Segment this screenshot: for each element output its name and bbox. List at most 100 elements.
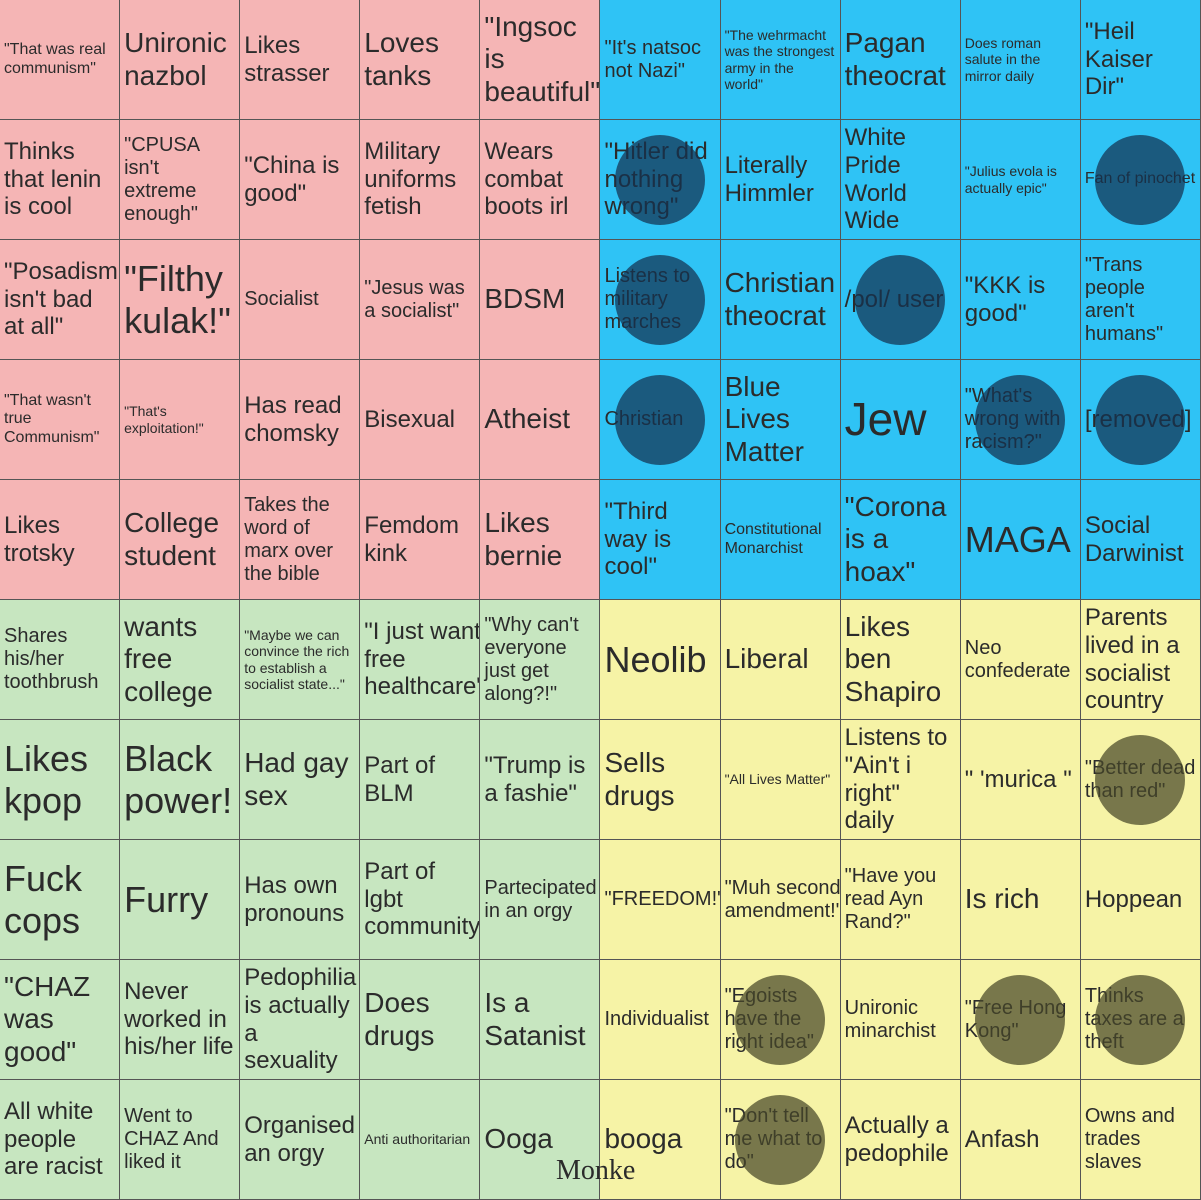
bingo-cell[interactable]: Takes the word of marx over the bible xyxy=(240,480,361,600)
bingo-cell[interactable]: "The wehrmacht was the strongest army in… xyxy=(720,0,841,120)
bingo-cell[interactable]: "What's wrong with racism?" xyxy=(960,360,1081,480)
bingo-cell[interactable]: booga xyxy=(600,1080,721,1200)
bingo-cell[interactable]: BDSM xyxy=(480,240,601,360)
bingo-cell[interactable]: "FREEDOM!" xyxy=(600,840,721,960)
bingo-cell[interactable]: Organised an orgy xyxy=(240,1080,361,1200)
bingo-cell[interactable]: Parents lived in a socialist country xyxy=(1080,600,1201,720)
bingo-cell[interactable]: Thinks that lenin is cool xyxy=(0,120,121,240)
bingo-cell[interactable]: "Why can't everyone just get along?!" xyxy=(480,600,601,720)
bingo-cell[interactable]: "That wasn't true Communism" xyxy=(0,360,121,480)
bingo-cell[interactable]: Ooga xyxy=(480,1080,601,1200)
bingo-cell[interactable]: /pol/ user xyxy=(840,240,961,360)
bingo-cell[interactable]: College student xyxy=(120,480,241,600)
bingo-cell[interactable]: All white people are racist xyxy=(0,1080,121,1200)
bingo-cell[interactable]: Neolib xyxy=(600,600,721,720)
bingo-cell[interactable]: Partecipated in an orgy xyxy=(480,840,601,960)
bingo-cell[interactable]: MAGA xyxy=(960,480,1081,600)
bingo-cell[interactable]: "Heil Kaiser Dir" xyxy=(1080,0,1201,120)
bingo-cell[interactable]: "Maybe we can convince the rich to estab… xyxy=(240,600,361,720)
bingo-cell[interactable]: Loves tanks xyxy=(360,0,481,120)
bingo-cell[interactable]: Pagan theocrat xyxy=(840,0,961,120)
bingo-cell[interactable]: Is a Satanist xyxy=(480,960,601,1080)
bingo-cell[interactable]: Liberal xyxy=(720,600,841,720)
bingo-cell[interactable]: Literally Himmler xyxy=(720,120,841,240)
bingo-cell[interactable]: "Jesus was a socialist" xyxy=(360,240,481,360)
bingo-cell[interactable]: "Muh second amendment!" xyxy=(720,840,841,960)
bingo-cell[interactable]: "Third way is cool" xyxy=(600,480,721,600)
bingo-cell[interactable]: "Ingsoc is beautiful" xyxy=(480,0,601,120)
bingo-cell[interactable]: Listens to "Ain't i right" daily xyxy=(840,720,961,840)
bingo-cell[interactable]: Christian xyxy=(600,360,721,480)
bingo-cell[interactable]: Shares his/her toothbrush xyxy=(0,600,121,720)
bingo-cell[interactable]: Is rich xyxy=(960,840,1081,960)
bingo-cell[interactable]: Likes strasser xyxy=(240,0,361,120)
bingo-cell[interactable]: Does roman salute in the mirror daily xyxy=(960,0,1081,120)
bingo-cell[interactable]: "KKK is good" xyxy=(960,240,1081,360)
bingo-cell[interactable]: Likes ben Shapiro xyxy=(840,600,961,720)
bingo-cell[interactable]: Atheist xyxy=(480,360,601,480)
bingo-cell[interactable]: "It's natsoc not Nazi" xyxy=(600,0,721,120)
bingo-cell[interactable]: Social Darwinist xyxy=(1080,480,1201,600)
bingo-cell[interactable]: Hoppean xyxy=(1080,840,1201,960)
bingo-cell[interactable]: "All Lives Matter" xyxy=(720,720,841,840)
bingo-cell[interactable]: Individualist xyxy=(600,960,721,1080)
bingo-cell[interactable]: "CPUSA isn't extreme enough" xyxy=(120,120,241,240)
bingo-cell[interactable]: Likes bernie xyxy=(480,480,601,600)
bingo-cell[interactable]: Part of lgbt community xyxy=(360,840,481,960)
bingo-cell[interactable]: Jew xyxy=(840,360,961,480)
bingo-cell[interactable]: " 'murica " xyxy=(960,720,1081,840)
bingo-cell[interactable]: Unironic minarchist xyxy=(840,960,961,1080)
bingo-cell[interactable]: Sells drugs xyxy=(600,720,721,840)
bingo-cell[interactable]: Fan of pinochet xyxy=(1080,120,1201,240)
bingo-cell[interactable]: "Filthy kulak!" xyxy=(120,240,241,360)
bingo-cell[interactable]: Anti authoritarian xyxy=(360,1080,481,1200)
bingo-cell[interactable]: Furry xyxy=(120,840,241,960)
bingo-cell[interactable]: "Egoists have the right idea" xyxy=(720,960,841,1080)
bingo-cell[interactable]: Has read chomsky xyxy=(240,360,361,480)
bingo-cell[interactable]: Anfash xyxy=(960,1080,1081,1200)
bingo-cell[interactable]: "Posadism isn't bad at all" xyxy=(0,240,121,360)
bingo-cell[interactable]: "I just want free healthcare" xyxy=(360,600,481,720)
bingo-cell[interactable]: Wears combat boots irl xyxy=(480,120,601,240)
bingo-cell[interactable]: Does drugs xyxy=(360,960,481,1080)
bingo-cell[interactable]: "Have you read Ayn Rand?" xyxy=(840,840,961,960)
bingo-cell[interactable]: Pedophilia is actually a sexuality xyxy=(240,960,361,1080)
bingo-cell[interactable]: "CHAZ was good" xyxy=(0,960,121,1080)
bingo-cell[interactable]: Actually a pedophile xyxy=(840,1080,961,1200)
bingo-cell[interactable]: "Better dead than red" xyxy=(1080,720,1201,840)
bingo-cell[interactable]: Military uniforms fetish xyxy=(360,120,481,240)
bingo-cell[interactable]: Likes trotsky xyxy=(0,480,121,600)
bingo-cell[interactable]: Christian theocrat xyxy=(720,240,841,360)
bingo-cell[interactable]: Listens to military marches xyxy=(600,240,721,360)
bingo-cell[interactable]: wants free college xyxy=(120,600,241,720)
bingo-cell[interactable]: Thinks taxes are a theft xyxy=(1080,960,1201,1080)
bingo-cell[interactable]: "Hitler did nothing wrong" xyxy=(600,120,721,240)
bingo-cell[interactable]: "Julius evola is actually epic" xyxy=(960,120,1081,240)
bingo-cell[interactable]: Part of BLM xyxy=(360,720,481,840)
bingo-cell[interactable]: "That was real communism" xyxy=(0,0,121,120)
bingo-cell[interactable]: [removed] xyxy=(1080,360,1201,480)
bingo-cell[interactable]: Socialist xyxy=(240,240,361,360)
bingo-cell[interactable]: Owns and trades slaves xyxy=(1080,1080,1201,1200)
bingo-cell[interactable]: Unironic nazbol xyxy=(120,0,241,120)
bingo-cell[interactable]: Had gay sex xyxy=(240,720,361,840)
bingo-cell[interactable]: "Corona is a hoax" xyxy=(840,480,961,600)
bingo-cell[interactable]: "Trans people aren't humans" xyxy=(1080,240,1201,360)
bingo-cell[interactable]: Never worked in his/her life xyxy=(120,960,241,1080)
bingo-cell[interactable]: "Free Hong Kong" xyxy=(960,960,1081,1080)
bingo-cell[interactable]: "That's exploitation!" xyxy=(120,360,241,480)
bingo-cell[interactable]: "China is good" xyxy=(240,120,361,240)
bingo-cell[interactable]: Blue Lives Matter xyxy=(720,360,841,480)
bingo-cell[interactable]: Constitutional Monarchist xyxy=(720,480,841,600)
bingo-cell[interactable]: Has own pronouns xyxy=(240,840,361,960)
bingo-cell[interactable]: Went to CHAZ And liked it xyxy=(120,1080,241,1200)
bingo-cell[interactable]: Bisexual xyxy=(360,360,481,480)
bingo-cell[interactable]: Neo confederate xyxy=(960,600,1081,720)
bingo-cell[interactable]: "Trump is a fashie" xyxy=(480,720,601,840)
bingo-cell[interactable]: White Pride World Wide xyxy=(840,120,961,240)
bingo-cell[interactable]: Fuck cops xyxy=(0,840,121,960)
bingo-cell[interactable]: "Don't tell me what to do" xyxy=(720,1080,841,1200)
bingo-cell[interactable]: Black power! xyxy=(120,720,241,840)
bingo-cell[interactable]: Likes kpop xyxy=(0,720,121,840)
bingo-cell[interactable]: Femdom kink xyxy=(360,480,481,600)
